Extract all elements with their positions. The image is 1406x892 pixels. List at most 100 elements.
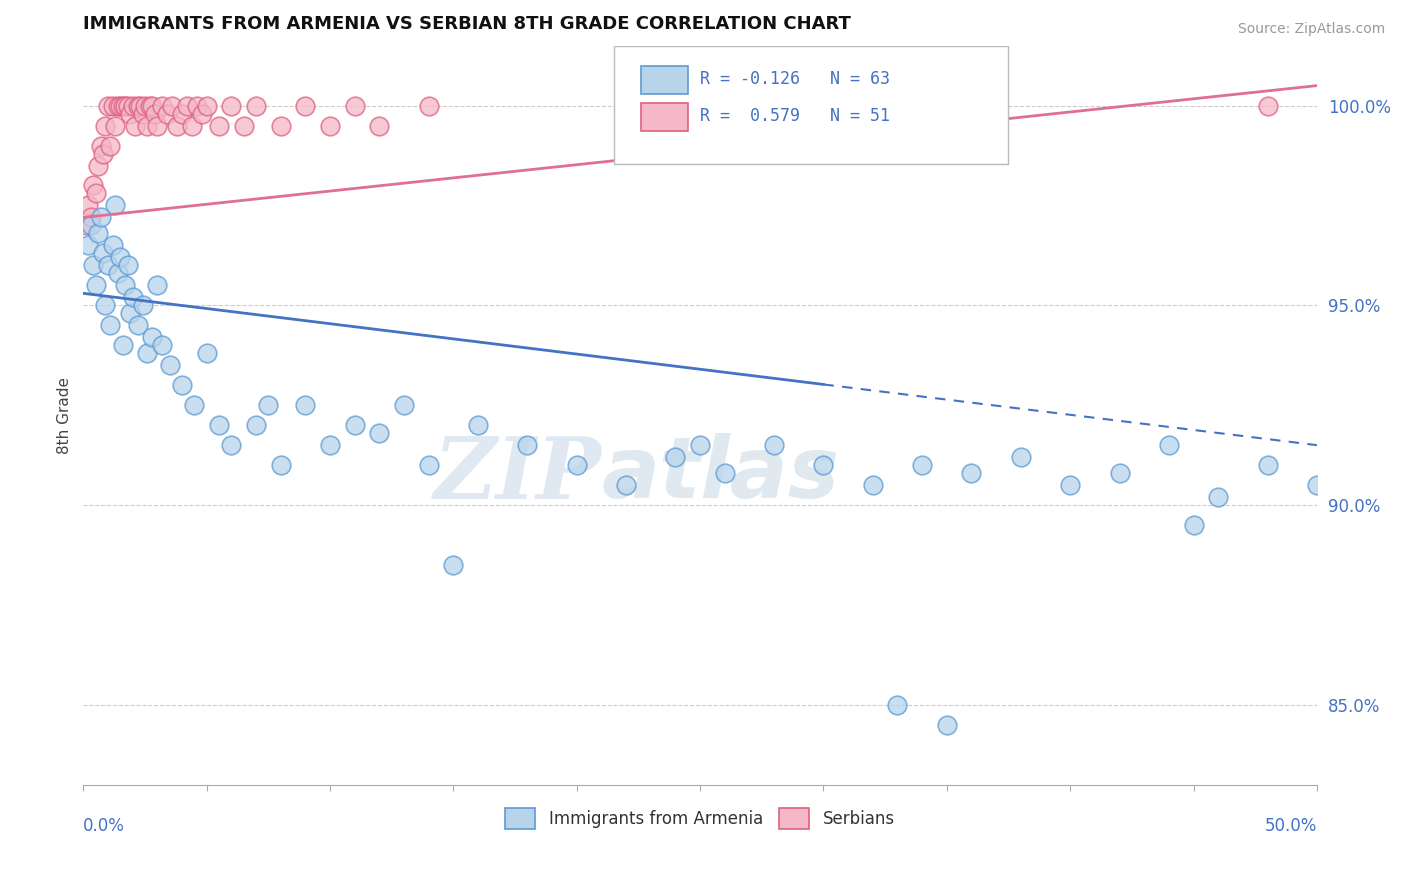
- Point: [368, 426, 391, 441]
- Point: [441, 558, 464, 572]
- Point: [110, 98, 132, 112]
- Point: [97, 98, 120, 112]
- Point: [1257, 458, 1279, 472]
- Point: [392, 398, 415, 412]
- Point: [80, 211, 103, 225]
- Point: [91, 146, 114, 161]
- Text: IMMIGRANTS FROM ARMENIA VS SERBIAN 8TH GRADE CORRELATION CHART: IMMIGRANTS FROM ARMENIA VS SERBIAN 8TH G…: [83, 15, 851, 33]
- Point: [159, 358, 181, 372]
- Bar: [641, 66, 688, 94]
- Point: [319, 119, 342, 133]
- Point: [221, 438, 243, 452]
- Point: [136, 119, 159, 133]
- Point: [270, 458, 292, 472]
- Point: [101, 98, 124, 112]
- Point: [82, 259, 104, 273]
- Point: [1157, 438, 1180, 452]
- Point: [960, 466, 983, 480]
- Point: [343, 418, 366, 433]
- Point: [150, 338, 173, 352]
- Point: [84, 278, 107, 293]
- Point: [104, 119, 127, 133]
- Bar: [641, 103, 688, 130]
- Point: [1206, 490, 1229, 504]
- Point: [180, 119, 202, 133]
- Point: [294, 98, 316, 112]
- Point: [186, 98, 208, 112]
- Point: [104, 198, 127, 212]
- Point: [117, 98, 139, 112]
- Point: [257, 398, 280, 412]
- Point: [1182, 518, 1205, 533]
- Point: [150, 98, 173, 112]
- Point: [121, 290, 143, 304]
- Text: R = -0.126   N = 63: R = -0.126 N = 63: [700, 70, 890, 88]
- Point: [221, 98, 243, 112]
- Point: [245, 98, 267, 112]
- Point: [121, 98, 143, 112]
- Point: [418, 458, 440, 472]
- Point: [208, 119, 231, 133]
- Point: [100, 318, 122, 333]
- Point: [208, 418, 231, 433]
- Text: ZIP: ZIP: [433, 433, 602, 516]
- Point: [117, 259, 139, 273]
- Point: [614, 478, 637, 492]
- Point: [114, 278, 136, 293]
- Point: [120, 106, 142, 120]
- Point: [127, 318, 149, 333]
- Point: [100, 138, 122, 153]
- Point: [91, 246, 114, 260]
- Point: [131, 298, 153, 312]
- Text: atlas: atlas: [602, 433, 839, 516]
- Point: [516, 438, 538, 452]
- Point: [664, 450, 686, 464]
- Point: [232, 119, 254, 133]
- Text: Source: ZipAtlas.com: Source: ZipAtlas.com: [1237, 22, 1385, 37]
- Point: [813, 458, 835, 472]
- Point: [124, 119, 146, 133]
- Point: [75, 219, 97, 233]
- Point: [467, 418, 489, 433]
- Point: [183, 398, 205, 412]
- Point: [127, 98, 149, 112]
- Point: [886, 698, 908, 712]
- Point: [111, 338, 134, 352]
- Point: [143, 106, 166, 120]
- Point: [343, 98, 366, 112]
- Point: [77, 198, 100, 212]
- Legend: Immigrants from Armenia, Serbians: Immigrants from Armenia, Serbians: [499, 802, 901, 836]
- Point: [87, 159, 110, 173]
- Point: [1108, 466, 1130, 480]
- Point: [141, 98, 163, 112]
- Point: [111, 98, 134, 112]
- Text: 50.0%: 50.0%: [1264, 817, 1317, 835]
- Point: [101, 238, 124, 252]
- Point: [713, 466, 735, 480]
- Point: [176, 98, 198, 112]
- Point: [935, 718, 957, 732]
- Point: [763, 438, 786, 452]
- Point: [911, 458, 934, 472]
- Point: [107, 98, 129, 112]
- Point: [170, 106, 193, 120]
- Point: [190, 106, 212, 120]
- Point: [368, 119, 391, 133]
- Point: [319, 438, 342, 452]
- Text: 0.0%: 0.0%: [83, 817, 125, 835]
- Point: [131, 106, 153, 120]
- Point: [77, 238, 100, 252]
- Point: [1257, 98, 1279, 112]
- Point: [141, 330, 163, 344]
- Point: [82, 178, 104, 193]
- Point: [1010, 450, 1032, 464]
- Point: [87, 227, 110, 241]
- Point: [195, 98, 218, 112]
- Point: [270, 119, 292, 133]
- Point: [689, 438, 711, 452]
- Point: [166, 119, 188, 133]
- Point: [110, 251, 132, 265]
- Point: [134, 98, 156, 112]
- Point: [294, 398, 316, 412]
- Point: [114, 98, 136, 112]
